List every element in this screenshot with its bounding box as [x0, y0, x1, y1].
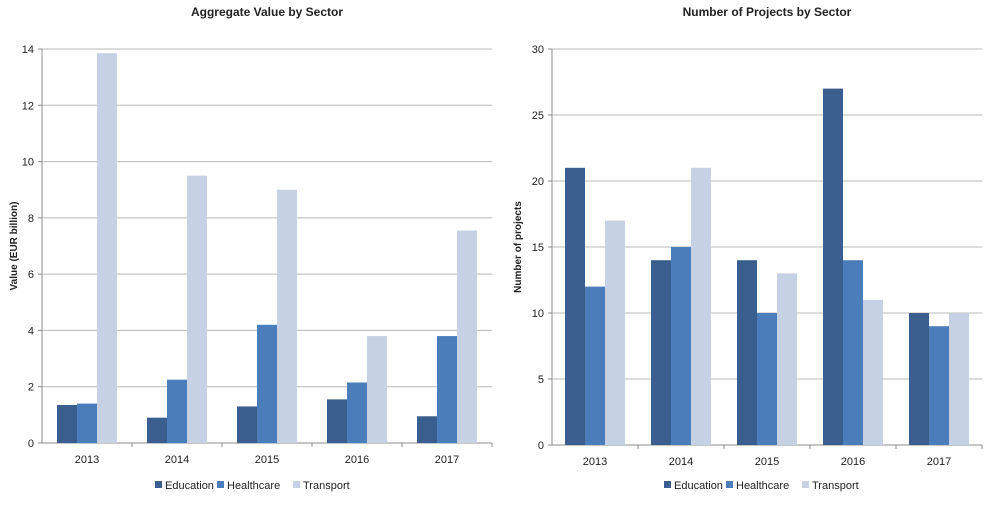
y-tick-label: 2 [28, 382, 34, 394]
x-tick-label: 2015 [255, 454, 279, 466]
y-tick-label: 20 [532, 176, 544, 188]
chart-2: Number of Projects by Sector 0 5 10 15 20 25 30… [513, 5, 983, 492]
bar-education-2017 [417, 416, 437, 443]
y-tick-label: 6 [28, 269, 34, 281]
y-tick-label: 0 [538, 440, 544, 452]
bar-transport-2014 [691, 167, 711, 446]
y-tick-label: 30 [532, 44, 544, 56]
bar-transport-2015 [777, 273, 797, 445]
bar-education-2016 [327, 399, 347, 443]
bar-education-2014 [651, 260, 671, 445]
bar-transport-2013 [605, 220, 625, 445]
bar-education-2014 [147, 417, 167, 443]
bar-transport-2015 [277, 189, 297, 443]
bar-transport-2013 [97, 53, 117, 443]
x-tick-label: 2014 [165, 454, 189, 466]
y-tick-label: 8 [28, 213, 34, 225]
bar-healthcare-2014 [671, 247, 691, 445]
legend-swatch-education [155, 481, 162, 488]
y-tick-label: 10 [532, 308, 544, 320]
x-tick-label: 2013 [75, 454, 99, 466]
legend-label-education: Education [674, 480, 723, 492]
legend-label-education: Education [165, 480, 214, 492]
y-tick-label: 5 [538, 374, 544, 386]
chart-1: Aggregate Value by Sector 0 2 4 6 8 10 12 14 Valu… [9, 5, 493, 492]
x-tick-label: 2017 [927, 456, 951, 468]
chart-title: Number of Projects by Sector [683, 5, 852, 19]
bar-healthcare-2016 [347, 382, 367, 443]
bar-healthcare-2015 [757, 313, 777, 445]
x-tick-label: 2016 [345, 454, 369, 466]
y-tick-label: 25 [532, 110, 544, 122]
bar-healthcare-2015 [257, 324, 277, 443]
bar-transport-2017 [457, 230, 477, 443]
legend-swatch-healthcare [726, 481, 733, 488]
y-axis-label: Value (EUR billion) [9, 202, 20, 291]
y-tick-label: 14 [22, 44, 34, 56]
bar-healthcare-2017 [929, 326, 949, 445]
bar-education-2017 [909, 313, 929, 445]
y-tick-label: 4 [28, 325, 34, 337]
y-tick-label: 12 [22, 100, 34, 112]
x-tick-label: 2015 [755, 456, 779, 468]
y-tick-label: 15 [532, 242, 544, 254]
bar-education-2013 [565, 167, 585, 446]
x-tick-label: 2013 [583, 456, 607, 468]
y-tick-label: 0 [28, 438, 34, 450]
chart-title: Aggregate Value by Sector [191, 5, 343, 19]
legend-swatch-healthcare [217, 481, 224, 488]
legend-swatch-transport [293, 481, 300, 488]
bar-transport-2016 [863, 299, 883, 445]
bar-transport-2017 [949, 313, 969, 445]
x-tick-label: 2016 [841, 456, 865, 468]
x-tick-label: 2017 [435, 454, 459, 466]
legend-label-transport: Transport [303, 480, 350, 492]
y-tick-label: 10 [22, 157, 34, 169]
bar-transport-2016 [367, 336, 387, 443]
bar-education-2013 [57, 405, 77, 443]
x-tick-label: 2014 [669, 456, 693, 468]
bar-education-2016 [823, 88, 843, 445]
bar-healthcare-2013 [585, 286, 605, 445]
y-axis-label: Number of projects [513, 201, 524, 293]
bar-education-2015 [237, 406, 257, 443]
legend-label-transport: Transport [812, 480, 859, 492]
bar-healthcare-2013 [77, 403, 97, 443]
legend-swatch-education [664, 481, 671, 488]
legend-swatch-transport [802, 481, 809, 488]
bar-healthcare-2017 [437, 336, 457, 443]
bar-healthcare-2014 [167, 379, 187, 443]
bar-transport-2014 [187, 175, 207, 443]
bar-healthcare-2016 [843, 260, 863, 445]
legend-label-healthcare: Healthcare [736, 480, 789, 492]
legend-label-healthcare: Healthcare [227, 480, 280, 492]
bar-education-2015 [737, 260, 757, 445]
